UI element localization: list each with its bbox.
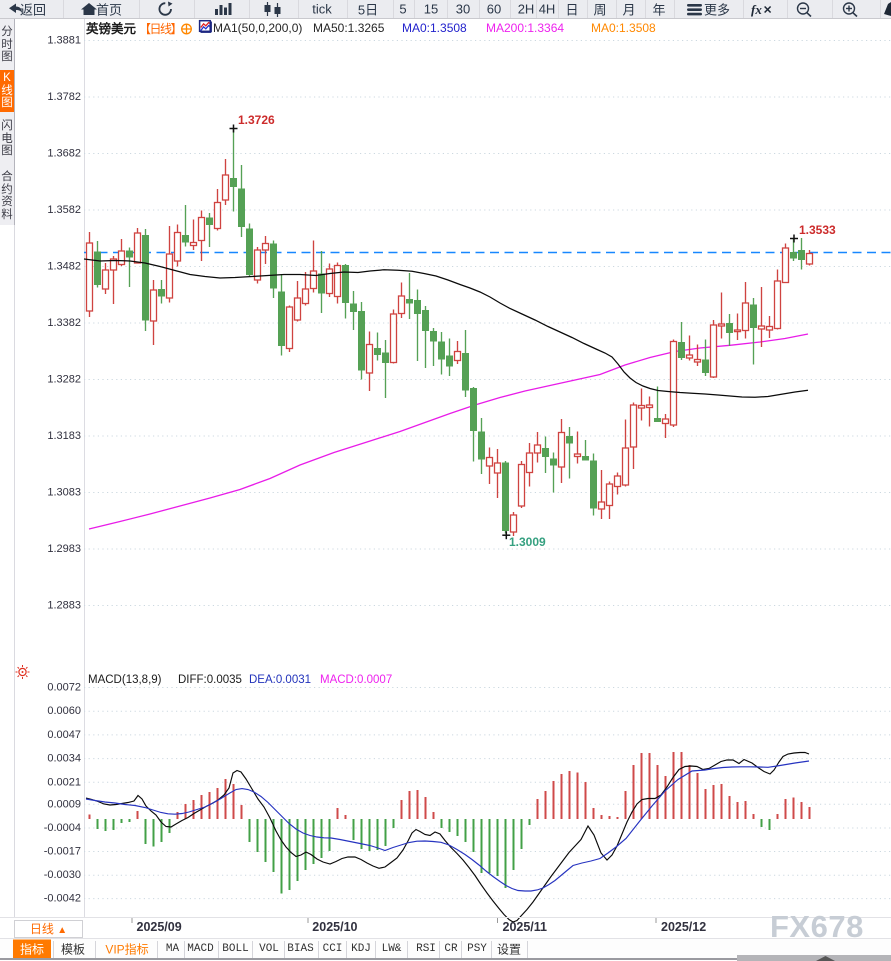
svg-text:1.3482: 1.3482 bbox=[47, 261, 81, 273]
svg-text:1.2983: 1.2983 bbox=[47, 543, 81, 555]
svg-text:0.0021: 0.0021 bbox=[47, 776, 81, 788]
svg-text:1.3533: 1.3533 bbox=[799, 223, 836, 237]
svg-text:DIFF:0.0035: DIFF:0.0035 bbox=[178, 674, 242, 686]
svg-text:1.2883: 1.2883 bbox=[47, 600, 81, 612]
svg-text:MACD:0.0007: MACD:0.0007 bbox=[320, 674, 392, 686]
svg-text:1.3009: 1.3009 bbox=[509, 535, 546, 549]
svg-text:2025/11: 2025/11 bbox=[503, 920, 548, 934]
svg-text:-0.0030: -0.0030 bbox=[44, 869, 81, 881]
svg-text:2025/12: 2025/12 bbox=[661, 920, 706, 934]
svg-text:-0.0017: -0.0017 bbox=[44, 846, 81, 858]
svg-text:1.3083: 1.3083 bbox=[47, 487, 81, 499]
svg-text:1.3582: 1.3582 bbox=[47, 204, 81, 216]
svg-text:2025/10: 2025/10 bbox=[312, 920, 357, 934]
svg-text:MA0:1.3508: MA0:1.3508 bbox=[402, 21, 467, 35]
svg-text:1.3382: 1.3382 bbox=[47, 317, 81, 329]
svg-text:MA200:1.3364: MA200:1.3364 bbox=[486, 21, 564, 35]
svg-text:英镑美元: 英镑美元 bbox=[86, 21, 137, 36]
svg-text:MA50:1.3265: MA50:1.3265 bbox=[313, 21, 385, 35]
svg-text:0.0060: 0.0060 bbox=[47, 705, 81, 717]
svg-text:1.3881: 1.3881 bbox=[47, 35, 81, 47]
svg-text:fx: fx bbox=[751, 2, 762, 17]
svg-text:1.3682: 1.3682 bbox=[47, 148, 81, 160]
svg-text:0.0034: 0.0034 bbox=[47, 753, 81, 765]
svg-text:1.3782: 1.3782 bbox=[47, 91, 81, 103]
svg-text:【日线】: 【日线】 bbox=[139, 22, 181, 36]
svg-text:-0.0042: -0.0042 bbox=[44, 893, 81, 905]
svg-text:DEA:0.0031: DEA:0.0031 bbox=[249, 674, 311, 686]
svg-text:1.3183: 1.3183 bbox=[47, 430, 81, 442]
svg-text:MA0:1.3508: MA0:1.3508 bbox=[591, 21, 656, 35]
svg-text:-0.0004: -0.0004 bbox=[44, 822, 81, 834]
svg-text:0.0009: 0.0009 bbox=[47, 798, 81, 810]
svg-text:1.3282: 1.3282 bbox=[47, 374, 81, 386]
svg-text:1.3726: 1.3726 bbox=[238, 113, 275, 127]
svg-text:MACD(13,8,9): MACD(13,8,9) bbox=[88, 674, 162, 686]
svg-text:0.0047: 0.0047 bbox=[47, 729, 81, 741]
svg-text:2025/09: 2025/09 bbox=[137, 920, 182, 934]
svg-text:MA1(50,0,200,0): MA1(50,0,200,0) bbox=[213, 21, 302, 35]
svg-text:✕: ✕ bbox=[763, 5, 772, 17]
svg-text:0.0072: 0.0072 bbox=[47, 682, 81, 694]
